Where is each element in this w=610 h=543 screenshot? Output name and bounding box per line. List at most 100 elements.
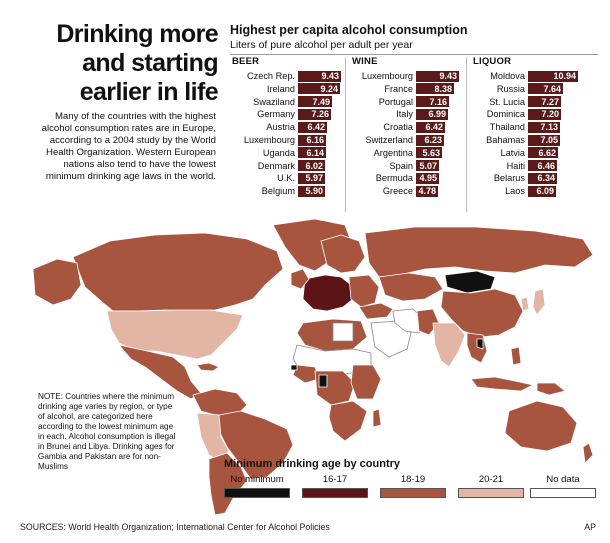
bar-value-label: 6.99 — [428, 109, 446, 120]
bar: 4.95 — [416, 172, 439, 184]
bar-category-label: St. Lucia — [489, 96, 525, 107]
bar-value-label: 6.09 — [536, 186, 554, 197]
bar-category-label: Greece — [382, 186, 413, 197]
bar-category-label: Laos — [505, 186, 525, 197]
bar: 7.27 — [528, 96, 561, 108]
bar-value-label: 7.49 — [312, 96, 330, 107]
bar-row: Germany 7.26 — [230, 108, 331, 120]
region-australia — [504, 400, 578, 452]
region-china — [440, 288, 524, 338]
region-uk-ireland — [290, 268, 310, 290]
region-madagascar — [372, 408, 382, 428]
region-new-zealand — [582, 442, 594, 464]
bar-category-label: Ireland — [266, 83, 295, 94]
bar-category-label: Haiti — [506, 160, 525, 171]
legend-label-16-17: 16-17 — [322, 474, 348, 485]
bar: 6.16 — [298, 134, 326, 146]
bar-value-label: 7.26 — [311, 109, 329, 120]
legend-label-no-data: No data — [546, 474, 580, 485]
region-western-europe — [302, 274, 354, 312]
bar-row: Portugal 7.16 — [350, 96, 449, 108]
region-colombia-venezuela — [192, 388, 248, 416]
bar-row: Swaziland 7.49 — [230, 96, 332, 108]
legend-label-18-19: 18-19 — [400, 474, 426, 485]
bar-category-label: Croatia — [383, 122, 413, 133]
bar-row: Greece 4.78 — [350, 185, 438, 197]
region-caribbean — [196, 362, 220, 372]
legend-swatch-18-19 — [380, 488, 446, 498]
bar-category-label: Belarus — [493, 173, 525, 184]
legend-label-20-21: 20-21 — [478, 474, 504, 485]
beer-column-header: BEER — [232, 56, 260, 67]
bar: 6.42 — [298, 121, 327, 133]
bar-row: Moldova 10.94 — [470, 70, 578, 82]
headline-line-3: earlier in life — [79, 78, 219, 106]
bar-row: Italy 6.99 — [350, 108, 448, 120]
region-cameroon — [318, 374, 328, 388]
bar-value-label: 6.46 — [537, 160, 555, 171]
intro-text: Many of the countries with the highest a… — [41, 111, 216, 182]
bar-value-label: 6.42 — [307, 122, 325, 133]
bar-row: Bermuda 4.95 — [350, 172, 439, 184]
bar: 7.05 — [528, 134, 560, 146]
legend-swatch-20-21 — [458, 488, 524, 498]
region-india — [432, 322, 466, 368]
region-libya — [332, 322, 354, 342]
bar-row: Ireland 9.24 — [230, 83, 340, 95]
headline-line-1: Drinking more — [56, 20, 218, 48]
bar-row: Austria 6.42 — [230, 121, 327, 133]
bar-value-label: 7.05 — [540, 135, 558, 145]
bar-value-label: 6.23 — [424, 135, 442, 145]
bar-value-label: 5.07 — [419, 160, 437, 171]
bar-row: Latvia 6.62 — [470, 147, 558, 159]
bar-category-label: Latvia — [500, 147, 525, 158]
legend-swatch-no-minimum — [224, 488, 290, 498]
bar-row: Laos 6.09 — [470, 185, 556, 197]
bar: 6.46 — [528, 160, 557, 172]
bar-row: Belgium 5.90 — [230, 185, 325, 197]
legend-swatch-16-17 — [302, 488, 368, 498]
bar-row: Haiti 6.46 — [470, 160, 557, 172]
bar-category-label: Russia — [496, 83, 525, 94]
bar-category-label: Czech Rep. — [246, 71, 295, 81]
bar: 6.99 — [416, 108, 448, 120]
bar-row: France 8.38 — [350, 83, 454, 95]
bar-value-label: 10.94 — [553, 71, 576, 81]
region-philippines — [510, 346, 522, 366]
bar-value-label: 6.02 — [305, 160, 323, 171]
bar-row: Belarus 6.34 — [470, 172, 557, 184]
bar-row: Dominica 7.20 — [470, 108, 561, 120]
bar-category-label: Germany — [257, 109, 295, 120]
bar: 6.14 — [298, 147, 326, 159]
bar-value-label: 7.13 — [540, 122, 558, 133]
world-map — [15, 215, 605, 520]
bar: 6.62 — [528, 147, 558, 159]
bar-value-label: 4.95 — [419, 173, 437, 184]
bar-row: Bahamas 7.05 — [470, 134, 560, 146]
region-kazakhstan — [378, 272, 444, 302]
bar-value-label: 6.16 — [306, 135, 324, 145]
region-japan — [532, 288, 546, 316]
bar-value-label: 9.43 — [321, 71, 339, 81]
region-argentina-chile — [208, 452, 248, 516]
region-west-africa — [292, 364, 320, 384]
bar: 7.26 — [298, 108, 331, 120]
bar-row: U.K. 5.97 — [230, 172, 325, 184]
region-new-guinea — [536, 382, 566, 396]
bar: 9.24 — [298, 83, 340, 95]
region-alaska — [32, 258, 82, 306]
credit-label: AP — [584, 522, 596, 532]
bar-row: Argentina 5.63 — [350, 147, 442, 159]
bar: 7.20 — [528, 108, 561, 120]
region-eastern-europe — [348, 274, 380, 308]
chart-subtitle: Liters of pure alcohol per adult per yea… — [230, 39, 413, 51]
bar-value-label: 9.43 — [439, 71, 457, 81]
bar-value-label: 6.14 — [306, 147, 324, 158]
bar: 7.49 — [298, 96, 332, 108]
region-gambia — [290, 364, 298, 371]
bar-category-label: France — [384, 83, 413, 94]
region-canada — [72, 232, 284, 312]
bar: 10.94 — [528, 70, 578, 82]
column-divider — [345, 57, 346, 212]
bar-category-label: Luxembourg — [243, 135, 295, 145]
